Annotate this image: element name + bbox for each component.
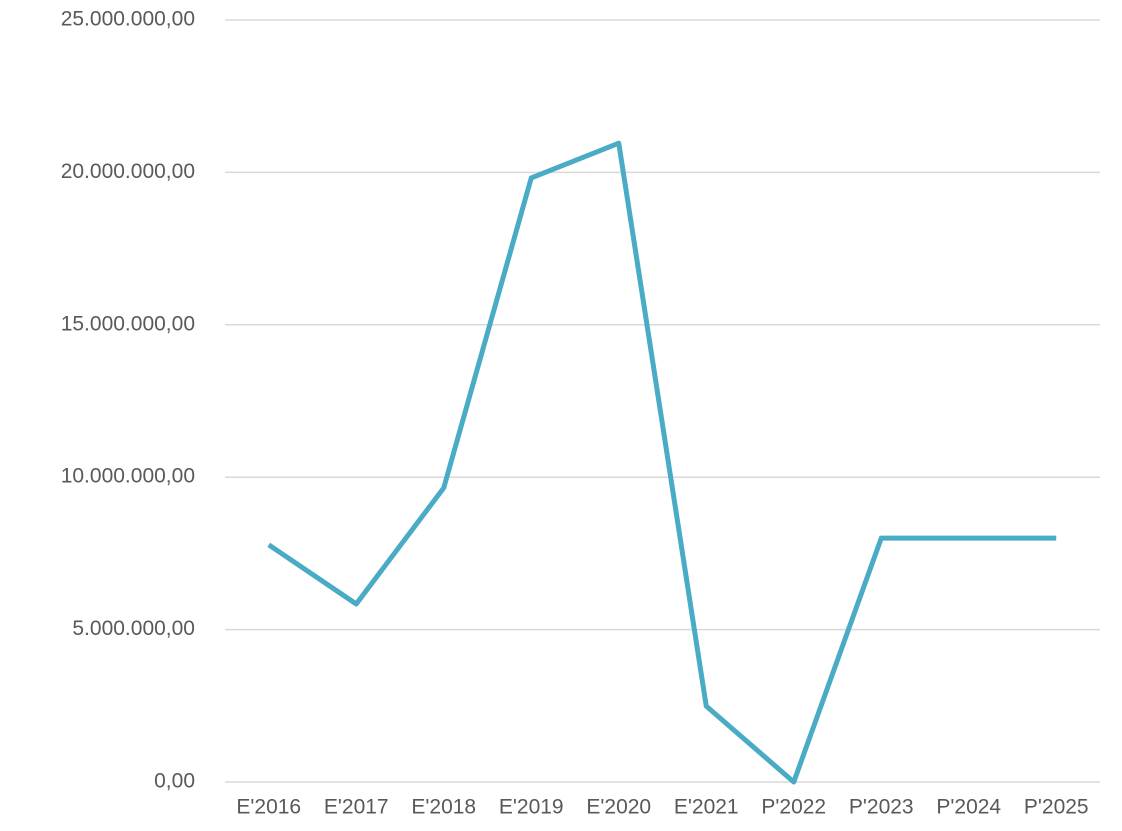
y-tick-label: 5.000.000,00 [72,617,195,640]
x-tick-label: E'2021 [674,796,739,819]
x-tick-label: P'2024 [936,796,1001,819]
y-tick-label: 15.000.000,00 [61,312,195,335]
x-tick-label: P'2023 [849,796,914,819]
y-tick-label: 20.000.000,00 [61,160,195,183]
x-tick-label: E'2018 [411,796,476,819]
x-tick-label: E'2016 [236,796,301,819]
y-tick-label: 0,00 [154,770,195,793]
x-tick-label: P'2025 [1024,796,1089,819]
x-tick-label: P'2022 [761,796,826,819]
data-line [267,140,1057,785]
x-tick-label: E'2019 [499,796,564,819]
y-tick-label: 25.000.000,00 [61,8,195,31]
x-tick-label: E'2020 [586,796,651,819]
y-tick-label: 10.000.000,00 [61,465,195,488]
x-tick-label: E'2017 [324,796,389,819]
